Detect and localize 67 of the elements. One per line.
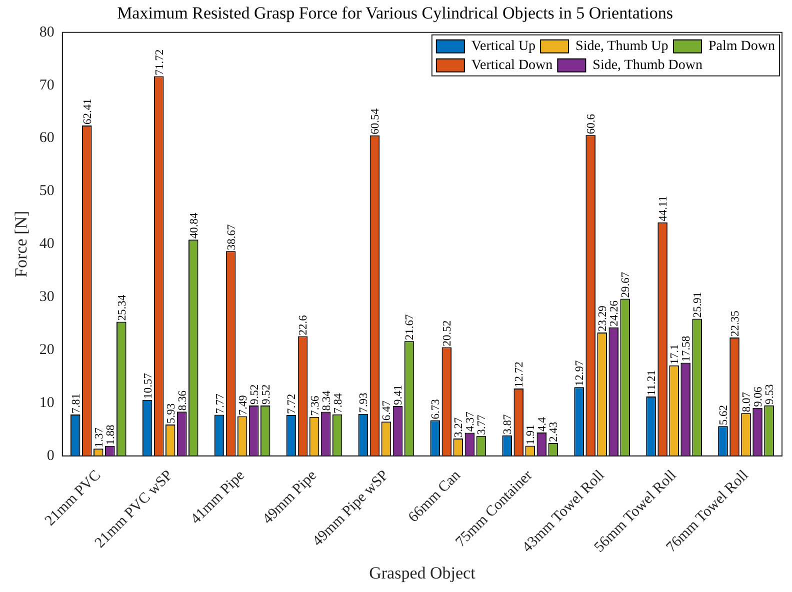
data-label: 1.37 xyxy=(93,427,106,448)
legend-label: Side, Thumb Up xyxy=(576,39,668,54)
data-label: 9.53 xyxy=(764,384,776,404)
data-label: 62.41 xyxy=(82,98,94,125)
data-label: 44.11 xyxy=(658,196,670,222)
data-label: 7.36 xyxy=(309,396,322,416)
y-tick-label: 10 xyxy=(39,394,54,411)
data-label: 60.6 xyxy=(586,114,598,134)
data-label: 8.34 xyxy=(320,390,333,411)
data-label: 1.88 xyxy=(104,424,117,445)
legend-label: Side, Thumb Down xyxy=(592,58,702,74)
data-label: 2.43 xyxy=(548,422,560,442)
data-label: 5.62 xyxy=(718,404,730,426)
y-tick-label: 60 xyxy=(39,130,54,146)
data-label: 21.67 xyxy=(404,314,416,340)
data-label: 7.72 xyxy=(286,394,298,414)
data-label: 3.27 xyxy=(453,417,466,438)
data-label: 12.97 xyxy=(574,360,586,386)
y-tick-label: 50 xyxy=(39,183,54,200)
data-label: 10.57 xyxy=(142,372,154,399)
data-label: 7.49 xyxy=(237,394,250,416)
data-label: 17.1 xyxy=(669,344,682,364)
data-label: 12.72 xyxy=(514,361,526,388)
data-label: 11.21 xyxy=(646,370,658,396)
data-label: 8.07 xyxy=(741,392,754,412)
y-axis-title: Force [N] xyxy=(12,210,31,278)
legend-label: Palm Down xyxy=(708,39,775,54)
data-label: 9.06 xyxy=(752,386,765,407)
data-label: 7.77 xyxy=(214,393,226,414)
data-label: 9.41 xyxy=(392,384,405,406)
data-label: 23.29 xyxy=(597,305,610,332)
data-label: 5.93 xyxy=(165,403,178,424)
data-label: 3.77 xyxy=(476,414,488,435)
data-label: 24.26 xyxy=(608,300,621,326)
data-label: 22.6 xyxy=(298,314,310,336)
data-label: 25.34 xyxy=(116,294,128,321)
y-tick-label: 80 xyxy=(39,24,54,40)
data-label: 7.84 xyxy=(332,392,344,414)
legend-label: Vertical Up xyxy=(471,39,536,54)
data-label: 7.93 xyxy=(358,392,370,413)
data-label: 17.58 xyxy=(680,336,693,362)
y-tick-label: 30 xyxy=(39,288,54,305)
data-label: 1.91 xyxy=(525,424,538,445)
legend-label: Vertical Down xyxy=(471,58,553,74)
data-label: 4.37 xyxy=(464,411,477,432)
data-label: 25.91 xyxy=(692,292,704,318)
data-label: 3.87 xyxy=(502,414,514,434)
data-label: 29.67 xyxy=(620,272,632,298)
data-label: 4.4 xyxy=(536,416,549,432)
y-tick-label: 0 xyxy=(46,448,54,464)
data-label: 6.47 xyxy=(381,400,394,421)
data-label: 22.35 xyxy=(730,310,742,337)
data-label: 20.52 xyxy=(442,320,454,346)
y-tick-label: 70 xyxy=(39,77,54,94)
data-label: 6.73 xyxy=(430,398,442,420)
y-tick-label: 40 xyxy=(39,236,54,252)
data-label: 71.72 xyxy=(154,49,166,76)
x-axis-title: Grasped Object xyxy=(369,563,476,582)
data-label: 40.84 xyxy=(188,212,200,239)
chart-title: Maximum Resisted Grasp Force for Various Cylindrical Objects in 5 Orientations xyxy=(117,4,673,23)
data-label: 38.67 xyxy=(226,224,238,250)
data-label: 60.54 xyxy=(370,108,382,134)
data-label: 7.81 xyxy=(70,393,82,414)
data-label: 8.36 xyxy=(176,390,189,411)
data-label: 9.52 xyxy=(248,384,261,404)
y-tick-label: 20 xyxy=(39,342,54,358)
data-label: 9.52 xyxy=(260,384,272,404)
